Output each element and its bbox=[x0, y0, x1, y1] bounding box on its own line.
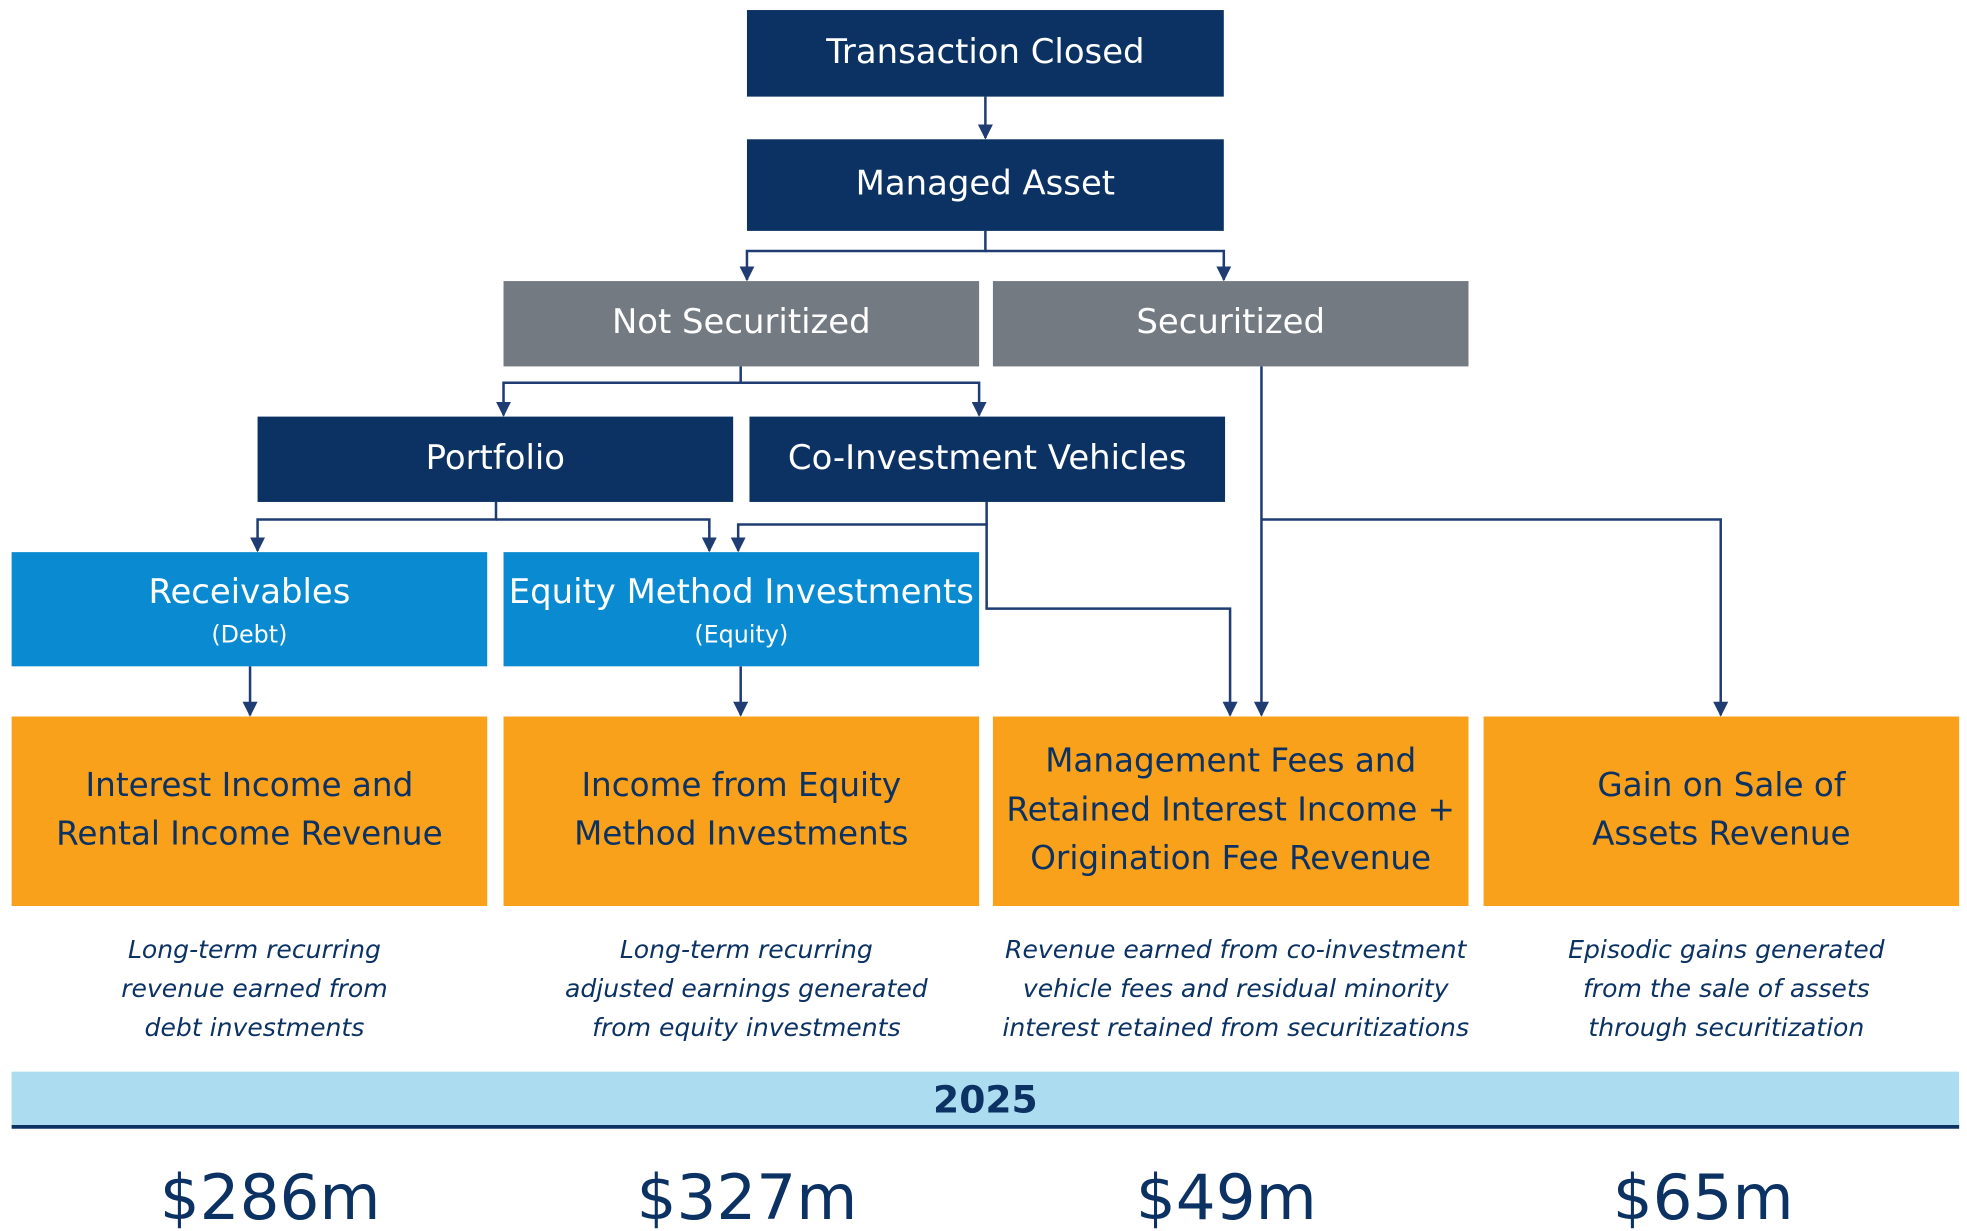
node-box bbox=[503, 281, 980, 367]
arrow bbox=[985, 249, 1232, 282]
outcome-description: Long-term recurring bbox=[128, 935, 381, 964]
node-label: Receivables bbox=[148, 572, 350, 611]
connectors bbox=[242, 96, 1729, 717]
node-box bbox=[257, 416, 734, 502]
arrow bbox=[739, 230, 987, 282]
node-box bbox=[746, 139, 1224, 231]
node-box bbox=[11, 552, 488, 667]
outcome-description: revenue earned from bbox=[121, 974, 387, 1003]
node-box bbox=[992, 281, 1469, 367]
arrow bbox=[740, 381, 987, 417]
outcome-title: Gain on Sale of bbox=[1597, 766, 1846, 804]
outcome-title: Origination Fee Revenue bbox=[1030, 839, 1431, 877]
outcome-box bbox=[503, 716, 980, 906]
outcome-box bbox=[11, 716, 488, 906]
arrow bbox=[985, 524, 1238, 717]
node-label: Transaction Closed bbox=[825, 32, 1144, 71]
outcome-description: from the sale of assets bbox=[1583, 974, 1870, 1003]
outcome-description: Revenue earned from co-investment bbox=[1005, 935, 1467, 964]
outcome-description: adjusted earnings generated bbox=[565, 974, 929, 1003]
node-label: Not Securitized bbox=[612, 302, 871, 341]
outcome-title: Assets Revenue bbox=[1592, 815, 1851, 853]
outcome-title: Rental Income Revenue bbox=[56, 815, 442, 853]
outcome-description: Long-term recurring bbox=[620, 935, 873, 964]
outcome-title: Management Fees and bbox=[1045, 741, 1416, 779]
arrow bbox=[250, 501, 498, 553]
outcome-description: vehicle fees and residual minority bbox=[1023, 974, 1450, 1003]
arrow bbox=[495, 366, 742, 417]
year: 2025 bbox=[933, 1077, 1038, 1121]
outcome-title: Retained Interest Income + bbox=[1006, 790, 1455, 828]
outcome-description: Episodic gains generated bbox=[1568, 935, 1886, 964]
node-box bbox=[746, 10, 1224, 97]
node-label: Managed Asset bbox=[856, 164, 1115, 203]
arrow bbox=[495, 518, 717, 553]
node-label: Securitized bbox=[1136, 302, 1325, 341]
outcome-description: from equity investments bbox=[592, 1013, 900, 1042]
outcome-amount: $286m bbox=[160, 1161, 381, 1231]
outcome-amount: $49m bbox=[1136, 1161, 1317, 1231]
outcome-description: interest retained from securitizations bbox=[1002, 1013, 1469, 1042]
node-label: Portfolio bbox=[426, 438, 565, 477]
outcome-amount: $327m bbox=[637, 1161, 858, 1231]
year-band bbox=[11, 1071, 1960, 1127]
node-sublabel: (Equity) bbox=[694, 621, 788, 649]
node-box bbox=[749, 416, 1226, 502]
outcome-description: through securitization bbox=[1588, 1013, 1864, 1042]
outcome-title: Method Investments bbox=[574, 815, 908, 853]
outcome-box bbox=[992, 716, 1469, 906]
outcome-title: Interest Income and bbox=[86, 766, 414, 804]
arrow bbox=[1261, 518, 1729, 717]
outcome-amount: $65m bbox=[1613, 1161, 1794, 1231]
node-sublabel: (Debt) bbox=[211, 621, 287, 649]
outcome-description: debt investments bbox=[145, 1013, 365, 1042]
node-label: Co-Investment Vehicles bbox=[788, 438, 1187, 477]
outcome-title: Income from Equity bbox=[581, 766, 901, 804]
node-box bbox=[503, 552, 980, 667]
node-label: Equity Method Investments bbox=[509, 572, 974, 611]
outcome-box bbox=[1483, 716, 1960, 906]
arrow bbox=[730, 501, 988, 553]
